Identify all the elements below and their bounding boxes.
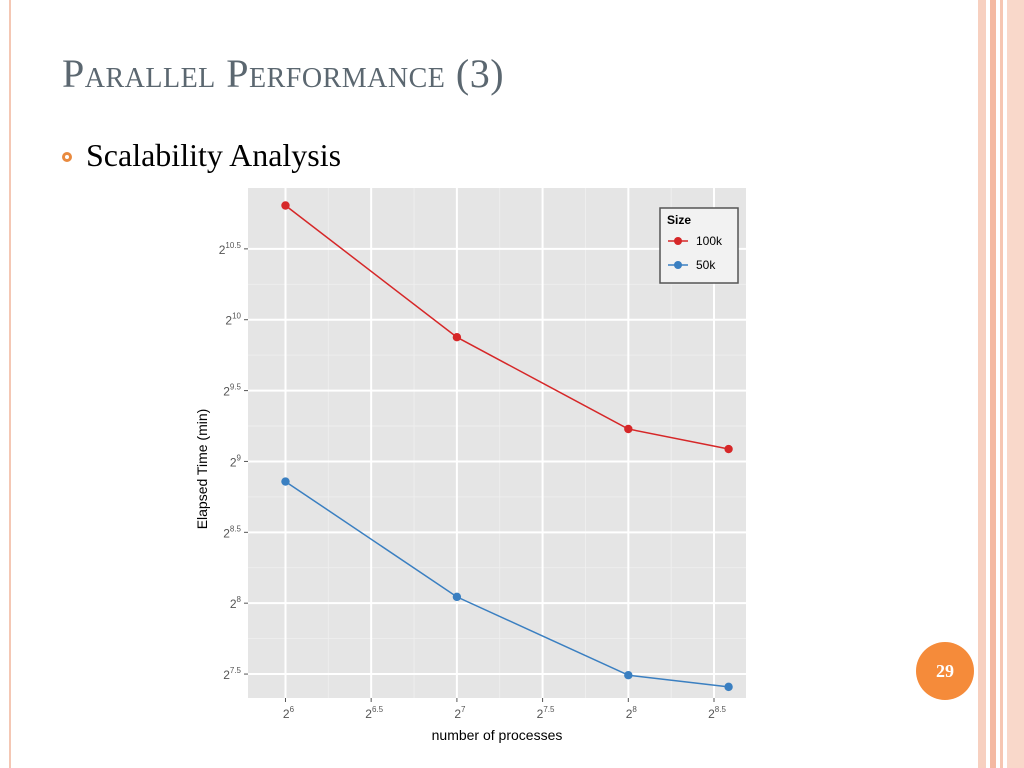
y-axis-title: Elapsed Time (min) [194, 409, 210, 530]
left-decor-line [9, 0, 11, 768]
y-tick-label: 28.5 [223, 524, 241, 540]
data-point-100k [452, 333, 462, 342]
slide-title: Parallel Performance (3) [62, 51, 505, 96]
right-decor-bars [978, 0, 1024, 768]
x-axis-title: number of processes [432, 727, 563, 743]
bullet-ring-icon [62, 151, 72, 162]
legend-title: Size [667, 213, 691, 227]
x-tick-label: 28 [626, 705, 638, 721]
y-tick-label: 28 [230, 595, 242, 611]
series-line-100k [285, 204, 729, 450]
bullet-text: Scalability Analysis [86, 137, 342, 173]
data-point-50k [624, 670, 633, 680]
y-tick-label: 29 [230, 453, 242, 469]
data-point-100k [281, 201, 290, 210]
x-tick-label: 26 [283, 705, 295, 721]
legend-box [659, 207, 739, 284]
data-point-50k [281, 477, 290, 486]
y-tick-label: 27.5 [223, 666, 241, 682]
x-tick-label: 27 [454, 705, 466, 721]
series-line-50k [285, 480, 729, 688]
data-point-100k [624, 424, 633, 434]
bullet-item: Scalability Analysis [62, 137, 341, 174]
legend-label-100k: 100k [696, 234, 723, 248]
legend-label-50k: 50k [696, 258, 716, 272]
x-tick-label: 27.5 [537, 705, 555, 721]
x-tick-label: 26.5 [365, 705, 383, 721]
y-tick-label: 210 [225, 312, 241, 328]
data-point-50k [452, 592, 462, 602]
x-tick-label: 28.5 [708, 705, 726, 721]
data-point-100k [724, 444, 733, 454]
page-number-badge: 29 [916, 642, 974, 700]
data-point-50k [724, 682, 733, 692]
elapsed-time-chart: 26 26.5 27 27.5 28 28.5 27.5 28 28.5 29 29.5 210 210… [194, 188, 746, 743]
legend-key-dot [674, 237, 682, 245]
legend-key-dot [674, 261, 682, 269]
y-tick-label: 29.5 [223, 383, 241, 399]
y-tick-label: 210.5 [219, 241, 242, 257]
